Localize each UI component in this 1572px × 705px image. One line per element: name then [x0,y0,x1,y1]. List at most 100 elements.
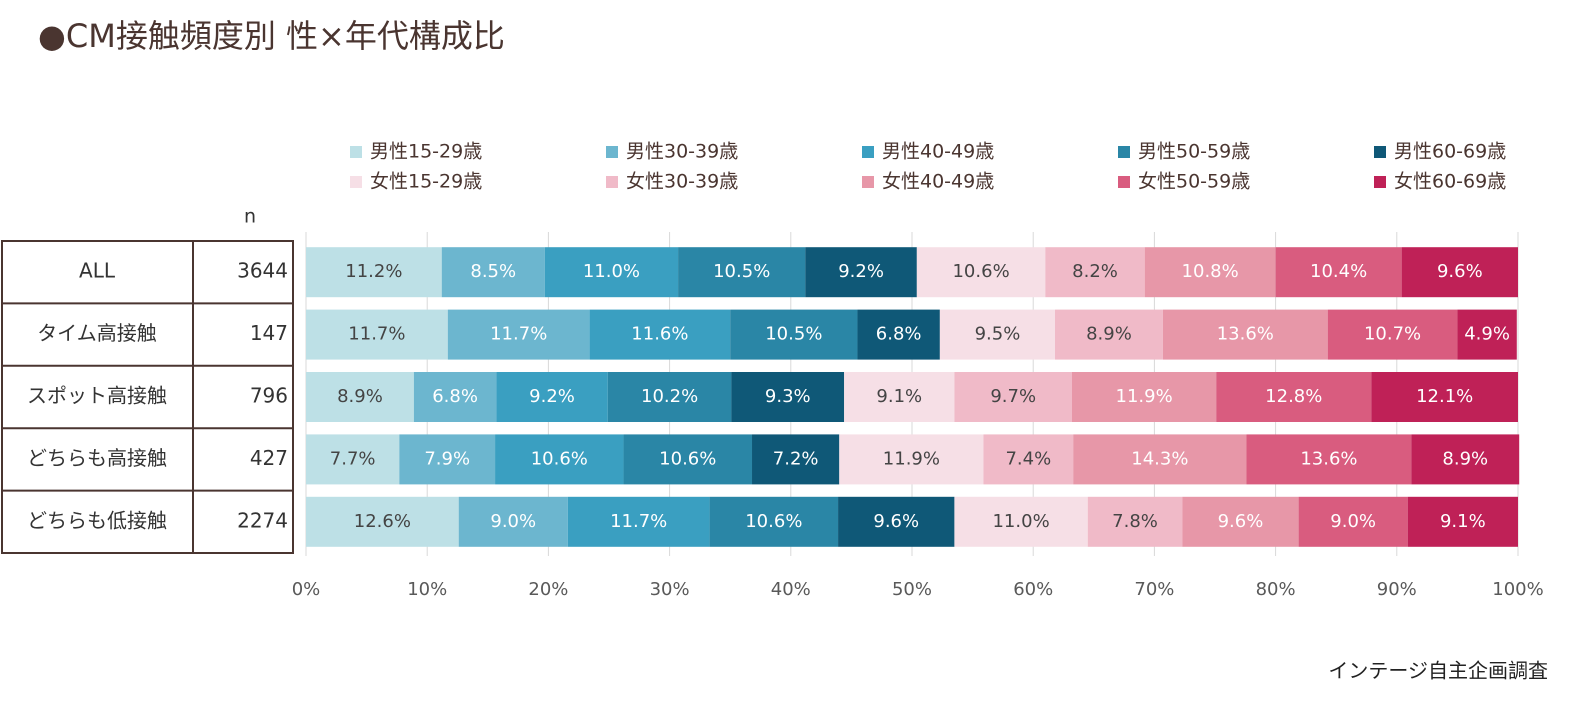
bar-segment [441,247,545,298]
value-label: 7.8% [1112,511,1158,532]
x-tick-label: 100% [1492,579,1543,600]
bar-segment [567,496,710,547]
value-label: 11.7% [490,324,547,345]
bar-segment [916,247,1046,298]
value-label: 8.9% [337,386,383,407]
bar-segment [306,309,448,360]
value-label: 10.5% [713,261,770,282]
bar-segment [447,309,590,360]
value-label: 9.7% [990,386,1036,407]
value-label: 11.0% [583,261,640,282]
value-label: 10.8% [1182,261,1239,282]
bar-segment [844,372,955,422]
bar-segment [306,372,414,422]
chart-title: ●CM接触頻度別 性×年代構成比 [38,17,505,55]
x-tick-label: 90% [1377,579,1417,600]
value-label: 7.9% [424,448,470,469]
bar-segment [1407,496,1518,547]
n-value: 3644 [237,259,288,283]
bar-segment [1457,309,1517,360]
value-label: 9.1% [1440,511,1486,532]
value-label: 9.6% [873,511,919,532]
value-label: 9.6% [1437,261,1483,282]
bar-segment [495,434,624,485]
bar-segment [306,496,459,547]
bar-segment [1144,247,1276,298]
legend-label: 男性30-39歳 [626,141,738,163]
bar-segment [623,434,753,485]
x-tick-label: 40% [771,579,811,600]
value-label: 12.1% [1416,386,1473,407]
bar-segment [1327,309,1458,360]
value-label: 14.3% [1131,448,1188,469]
value-label: 8.2% [1072,261,1118,282]
value-label: 9.2% [838,261,884,282]
bar-segment [496,372,608,422]
n-value: 796 [250,384,288,408]
value-label: 7.7% [330,448,376,469]
n-header: n [244,206,256,228]
category-label: どちらも低接触 [27,508,167,532]
bar-segment [805,247,917,298]
bar-segment [1055,309,1163,360]
bar-segment [730,309,858,360]
legend-swatch [1374,176,1386,188]
category-label: スポット高接触 [27,384,167,408]
bar-segment [1071,372,1217,422]
legend-label: 男性15-29歳 [370,141,482,163]
legend-label: 女性30-39歳 [626,171,738,193]
value-label: 13.6% [1300,448,1357,469]
value-label: 6.8% [876,324,922,345]
value-label: 10.6% [952,261,1009,282]
value-label: 10.6% [531,448,588,469]
bar-segment [1298,496,1408,547]
source-note: インテージ自主企画調査 [1328,659,1548,683]
category-label: ALL [79,259,116,283]
value-label: 11.0% [992,511,1049,532]
legend-label: 女性15-29歳 [370,171,482,193]
legend-swatch [862,146,874,158]
value-label: 9.2% [529,386,575,407]
legend-label: 女性50-59歳 [1138,171,1250,193]
value-label: 9.0% [1330,511,1376,532]
value-label: 6.8% [432,386,478,407]
legend-swatch [350,146,362,158]
x-tick-label: 20% [528,579,568,600]
n-value: 147 [250,321,288,345]
bar-segment [607,372,732,422]
value-label: 4.9% [1464,324,1510,345]
legend-label: 男性60-69歳 [1394,141,1506,163]
bar-segment [1401,247,1518,298]
value-label: 11.9% [883,448,940,469]
x-tick-label: 30% [650,579,690,600]
value-label: 13.6% [1217,324,1274,345]
legend-swatch [1118,176,1130,188]
legend-swatch [1374,146,1386,158]
value-label: 9.3% [765,386,811,407]
value-label: 10.2% [641,386,698,407]
value-label: 10.6% [659,448,716,469]
bar-segment [1073,434,1247,485]
value-label: 11.7% [348,324,405,345]
value-label: 10.7% [1364,324,1421,345]
bar-segment [839,434,984,485]
bar-segment [1371,372,1518,422]
bar-segment [678,247,806,298]
value-label: 9.1% [876,386,922,407]
bar-segment [954,372,1072,422]
value-label: 8.9% [1442,448,1488,469]
legend-swatch [606,146,618,158]
bar-segment [1275,247,1402,298]
x-tick-label: 0% [292,579,321,600]
value-label: 11.2% [345,261,402,282]
bar-segment [939,309,1056,360]
value-label: 9.5% [975,324,1021,345]
legend-label: 男性50-59歳 [1138,141,1250,163]
value-label: 9.6% [1218,511,1264,532]
x-tick-label: 80% [1256,579,1296,600]
bar-segment [1162,309,1328,360]
bar-segment [1045,247,1145,298]
legend-swatch [1118,146,1130,158]
bar-segment [458,496,568,547]
